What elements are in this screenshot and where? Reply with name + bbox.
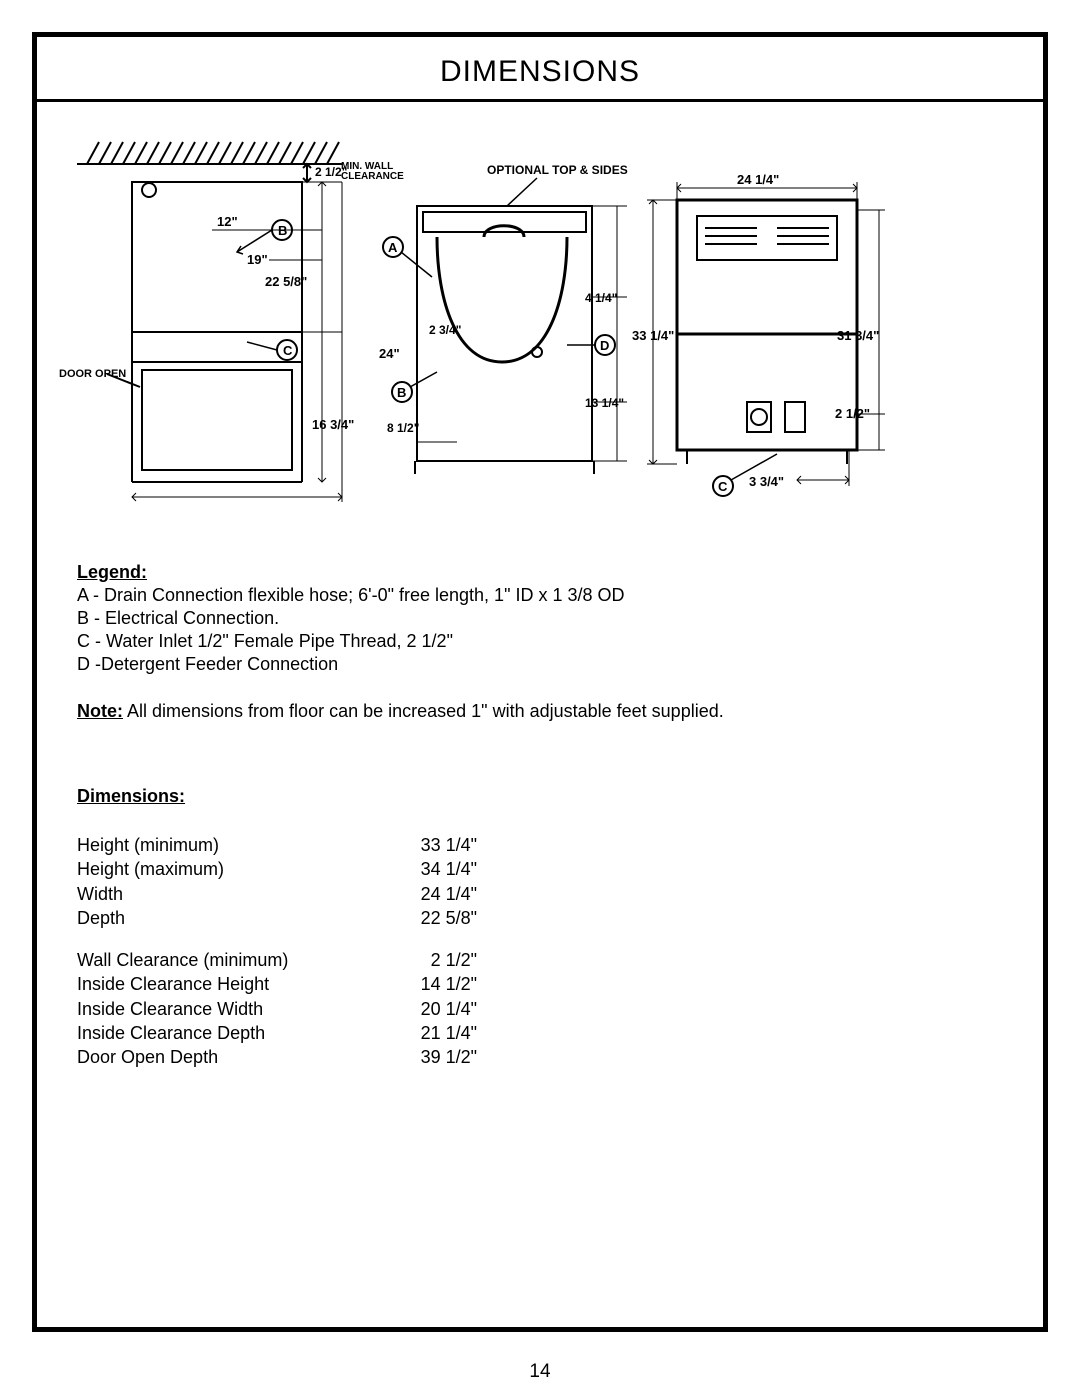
dimensions-heading: Dimensions: <box>77 786 1003 807</box>
dim-value: 33 1/4" <box>387 833 477 857</box>
dim-value: 24 1/4" <box>387 882 477 906</box>
table-row: Inside Clearance Height14 1/2" <box>77 972 1003 996</box>
dim-label: Door Open Depth <box>77 1045 387 1069</box>
dim-value: 22 5/8" <box>387 906 477 930</box>
dim-22-5-8: 22 5/8" <box>265 274 307 289</box>
dim-33-1-4: 33 1/4" <box>632 328 674 343</box>
table-row: Inside Clearance Depth21 1/4" <box>77 1021 1003 1045</box>
callout-d-mid: D <box>600 338 609 353</box>
dim-value: 34 1/4" <box>387 857 477 881</box>
note-label: Note: <box>77 701 123 721</box>
dim-value: 21 1/4" <box>387 1021 477 1045</box>
page-number: 14 <box>0 1361 1080 1383</box>
dim-value: 39 1/2" <box>387 1045 477 1069</box>
table-row: Inside Clearance Width20 1/4" <box>77 997 1003 1021</box>
dimensions-table: Height (minimum)33 1/4" Height (maximum)… <box>77 833 1003 1070</box>
dim-label: Width <box>77 882 387 906</box>
table-row: Height (maximum)34 1/4" <box>77 857 1003 881</box>
dim-label: Inside Clearance Width <box>77 997 387 1021</box>
callout-c-right: C <box>718 479 728 494</box>
dim-label: Wall Clearance (minimum) <box>77 948 387 972</box>
dim-3-3-4: 3 3/4" <box>749 474 784 489</box>
table-row: Width24 1/4" <box>77 882 1003 906</box>
dim-value: 2 1/2" <box>387 948 477 972</box>
dim-label: Inside Clearance Height <box>77 972 387 996</box>
dim-19: 19" <box>247 252 268 267</box>
table-row: Depth22 5/8" <box>77 906 1003 930</box>
dim-value: 20 1/4" <box>387 997 477 1021</box>
dim-12: 12" <box>217 214 238 229</box>
note-line: Note: All dimensions from floor can be i… <box>77 701 1003 722</box>
dim-31-3-4: 31 3/4" <box>837 328 879 343</box>
legend-d: D -Detergent Feeder Connection <box>77 654 1003 675</box>
dim-2-3-4: 2 3/4" <box>429 323 461 337</box>
dim-8-1-2: 8 1/2" <box>387 421 419 435</box>
page-border: DIMENSIONS 2 1/2" MIN. WALL CLEARANCE <box>32 32 1048 1332</box>
legend-heading: Legend: <box>77 562 1003 583</box>
legend-c: C - Water Inlet 1/2" Female Pipe Thread,… <box>77 631 1003 652</box>
table-row: Height (minimum)33 1/4" <box>77 833 1003 857</box>
dim-2-1-2-r: 2 1/2" <box>835 406 870 421</box>
dim-label: Height (maximum) <box>77 857 387 881</box>
page-title: DIMENSIONS <box>37 37 1043 99</box>
dim-24: 24" <box>379 346 400 361</box>
dim-label: Height (minimum) <box>77 833 387 857</box>
text-area: Legend: A - Drain Connection flexible ho… <box>37 562 1043 1070</box>
legend-b: B - Electrical Connection. <box>77 608 1003 629</box>
dim-4-1-4: 4 1/4" <box>585 291 617 305</box>
dim-13-1-4: 13 1/4" <box>585 396 624 410</box>
callout-c-left: C <box>283 343 293 358</box>
table-row: Wall Clearance (minimum)2 1/2" <box>77 948 1003 972</box>
dim-24-1-4: 24 1/4" <box>737 172 779 187</box>
legend-a: A - Drain Connection flexible hose; 6'-0… <box>77 585 1003 606</box>
dimensions-diagram: 2 1/2" MIN. WALL CLEARANCE DOOR OPEN <box>37 102 1043 532</box>
table-row: Door Open Depth39 1/2" <box>77 1045 1003 1069</box>
min-wall-label-2: CLEARANCE <box>341 171 404 182</box>
callout-b-mid: B <box>397 385 406 400</box>
optional-label: OPTIONAL TOP & SIDES <box>487 163 628 177</box>
note-text: All dimensions from floor can be increas… <box>123 701 724 721</box>
dim-label: Inside Clearance Depth <box>77 1021 387 1045</box>
dim-16-3-4: 16 3/4" <box>312 417 354 432</box>
dim-value: 14 1/2" <box>387 972 477 996</box>
callout-a-mid: A <box>388 240 398 255</box>
wall-hatch <box>77 142 342 164</box>
dim-label: Depth <box>77 906 387 930</box>
diagram-area: 2 1/2" MIN. WALL CLEARANCE DOOR OPEN <box>37 102 1043 532</box>
